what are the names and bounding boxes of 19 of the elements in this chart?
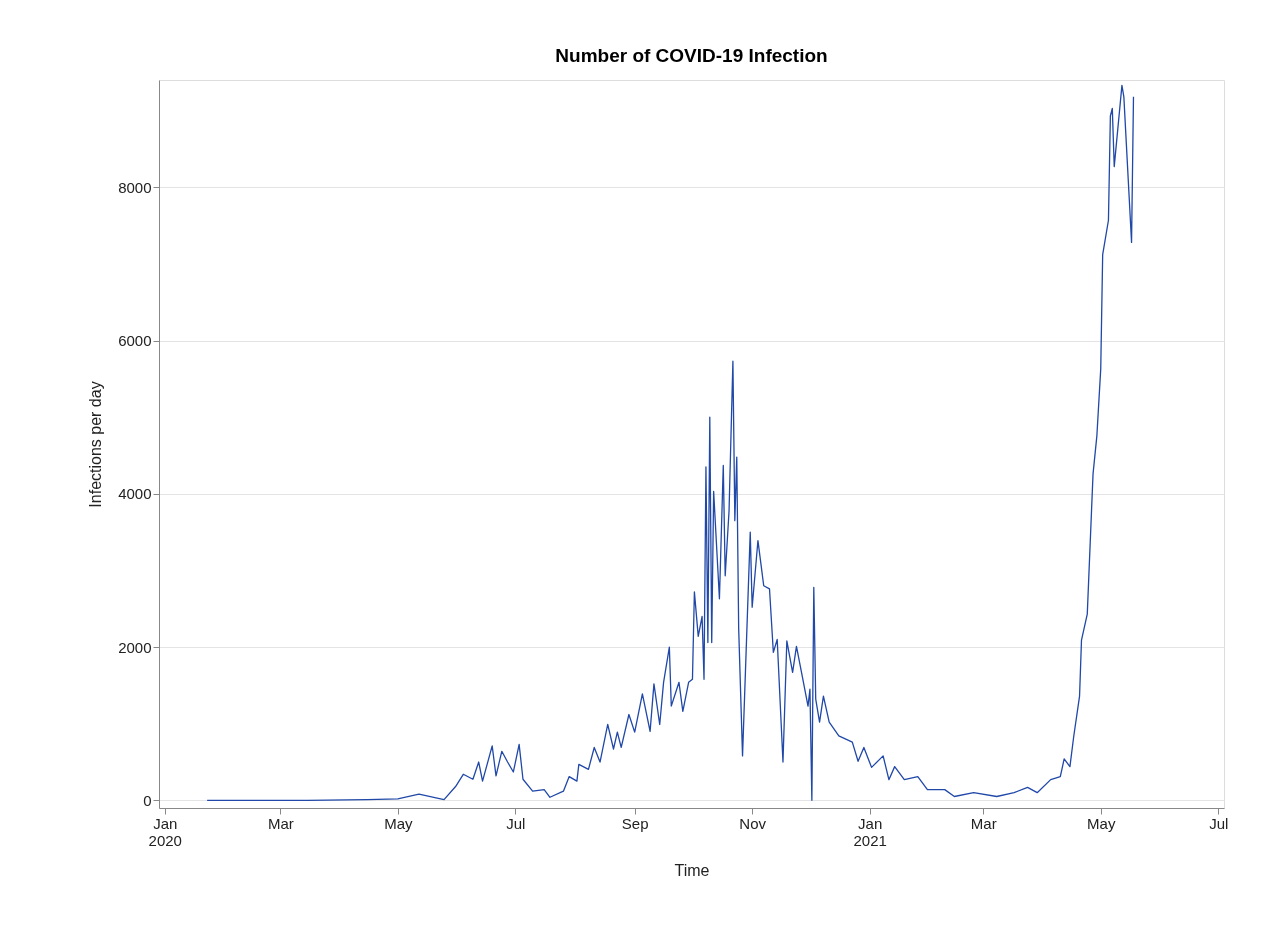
x-tick-label: Nov — [739, 814, 767, 832]
x-tick-label: May — [1087, 814, 1116, 832]
y-tick-label: 4000 — [118, 485, 152, 503]
x-tick-label: Mar — [267, 814, 294, 832]
x-tick-label: May — [384, 814, 413, 832]
x-tick-label: Jan 2021 — [853, 814, 887, 849]
x-tick-label: Jul — [1209, 814, 1229, 832]
chart-title: Number of COVID-19 Infection — [555, 45, 828, 66]
x-tick-label: Sep — [621, 814, 649, 832]
y-axis-title: Infections per day — [87, 381, 105, 508]
x-tick-label: Jul — [506, 814, 526, 832]
y-tick-label: 2000 — [118, 638, 152, 656]
x-axis-title: Time — [674, 861, 710, 879]
x-tick-label: Jan 2020 — [148, 814, 182, 849]
y-tick-label: 6000 — [118, 332, 152, 350]
y-tick-label: 0 — [143, 791, 152, 809]
line-series — [206, 84, 1135, 801]
x-tick-label: Mar — [970, 814, 997, 832]
y-tick-label: 8000 — [118, 178, 152, 196]
